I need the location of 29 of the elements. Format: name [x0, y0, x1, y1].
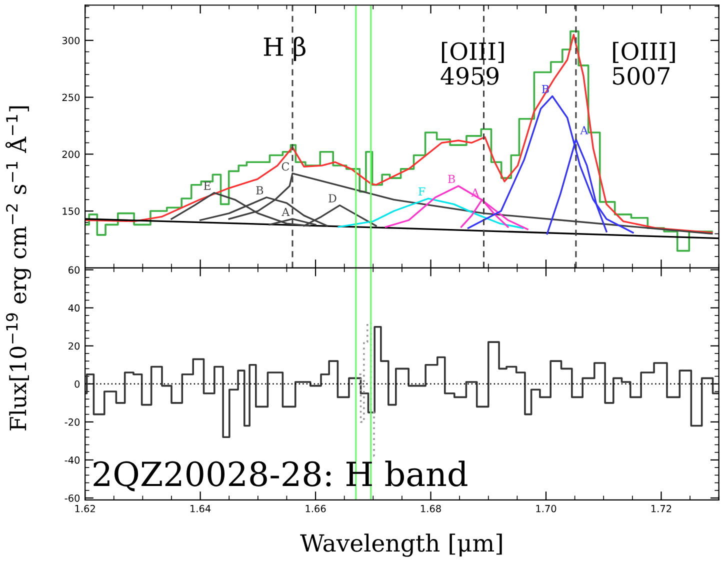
x-tick-label: 1.66 [306, 504, 326, 512]
series-label: D [328, 194, 336, 202]
annotation: H β [264, 36, 306, 61]
series-label: C [282, 162, 290, 171]
x-tick-label: 1.64 [190, 504, 211, 512]
series-label: A [282, 208, 290, 216]
y-tick-label: -20 [64, 418, 80, 426]
y-tick-label: 300 [62, 36, 80, 44]
y-tick-label: -60 [64, 494, 80, 502]
y-tick-label: 0 [74, 380, 80, 388]
x-axis-title: Wavelength [μm] [300, 534, 502, 557]
y-tick-label: 20 [68, 342, 80, 350]
x-tick-label: 1.70 [536, 504, 556, 512]
y-tick-label: 150 [62, 208, 80, 215]
series-label: E [204, 182, 210, 190]
x-tick-label: 1.72 [651, 504, 672, 512]
series-label: B [448, 174, 455, 183]
series-label: F [418, 187, 426, 196]
y-tick-label: 60 [68, 266, 80, 274]
x-tick-label: 1.68 [421, 504, 441, 512]
annotation: [OIII] 5007 [613, 42, 675, 85]
y-tick-label: -40 [64, 456, 80, 464]
y-tick-label: 40 [68, 304, 80, 312]
x-tick-label: 1.62 [75, 504, 95, 512]
y-tick-label: 250 [62, 94, 80, 102]
text: Flux[10$^{−19}$ erg cm$^{−2}$ s$^{−1}$ Å$^{−1}$] [5, 106, 31, 430]
series-label: B [256, 186, 264, 194]
annotation: [OIII] 4959 [440, 42, 504, 85]
y-tick-label: 200 [62, 150, 80, 158]
